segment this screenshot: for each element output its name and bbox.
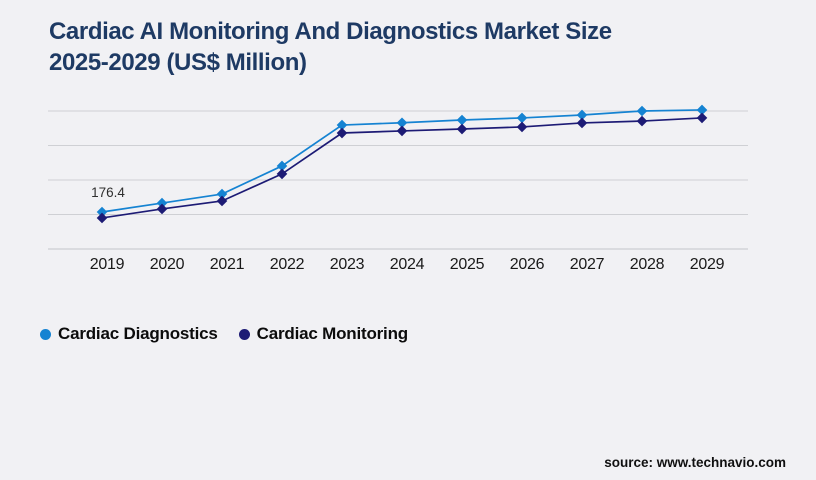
- data-point-marker-cardiac-diagnostics: [336, 119, 348, 131]
- legend-item-cardiac-diagnostics[interactable]: Cardiac Diagnostics: [40, 324, 218, 344]
- data-point-marker-cardiac-diagnostics: [576, 109, 588, 121]
- x-tick-label: 2022: [270, 256, 305, 273]
- data-point-marker-cardiac-diagnostics: [456, 114, 468, 126]
- line-chart-plot: 176.4 2019 2020 2021 2022 2023 2024 2025 2026 202…: [48, 104, 748, 273]
- x-tick-label: 2019: [90, 256, 125, 273]
- data-point-marker-cardiac-diagnostics: [636, 105, 648, 117]
- x-tick-label: 2027: [570, 256, 605, 273]
- data-point-marker-cardiac-monitoring: [456, 123, 468, 135]
- legend-dot-monitoring-icon: [238, 328, 250, 340]
- legend-label-diagnostics: Cardiac Diagnostics: [58, 324, 218, 343]
- data-point-marker-cardiac-monitoring: [696, 112, 708, 124]
- data-point-marker-cardiac-diagnostics: [96, 206, 108, 218]
- data-point-marker-cardiac-diagnostics: [276, 160, 288, 172]
- x-tick-label: 2021: [210, 256, 245, 273]
- data-point-marker-cardiac-monitoring: [636, 115, 648, 127]
- x-tick-label: 2029: [690, 256, 725, 273]
- data-point-marker-cardiac-monitoring: [396, 125, 408, 137]
- x-tick-label: 2025: [450, 256, 485, 273]
- legend: Cardiac Diagnostics Cardiac Monitoring: [40, 324, 408, 344]
- legend-dot-diagnostics-icon: [40, 328, 51, 340]
- data-point-marker-cardiac-diagnostics: [216, 188, 228, 200]
- data-point-marker-cardiac-monitoring: [216, 195, 228, 207]
- legend-item-cardiac-monitoring[interactable]: Cardiac Monitoring: [238, 324, 408, 344]
- x-tick-label: 2028: [630, 256, 665, 273]
- x-tick-label: 2020: [150, 256, 185, 273]
- data-point-marker-cardiac-diagnostics: [156, 197, 168, 209]
- data-point-marker-cardiac-monitoring: [576, 117, 588, 129]
- x-tick-label: 2023: [330, 256, 365, 273]
- data-point-marker-cardiac-monitoring: [156, 203, 168, 215]
- data-point-marker-cardiac-monitoring: [96, 212, 108, 224]
- data-point-marker-cardiac-monitoring: [516, 121, 528, 133]
- data-point-marker-cardiac-monitoring: [276, 168, 288, 180]
- legend-label-monitoring: Cardiac Monitoring: [256, 324, 408, 343]
- data-point-marker-cardiac-monitoring: [336, 127, 348, 139]
- data-point-label: 176.4: [91, 185, 125, 200]
- data-point-marker-cardiac-diagnostics: [396, 117, 408, 129]
- x-tick-label: 2024: [390, 256, 425, 273]
- source-attribution: source: www.technavio.com: [604, 455, 786, 470]
- x-tick-label: 2026: [510, 256, 545, 273]
- data-point-marker-cardiac-diagnostics: [516, 112, 528, 124]
- data-point-marker-cardiac-diagnostics: [696, 104, 708, 116]
- chart-title: Cardiac AI Monitoring And Diagnostics Ma…: [49, 16, 612, 78]
- chart-title-line2: 2025-2029 (US$ Million): [49, 49, 307, 76]
- chart-title-line1: Cardiac AI Monitoring And Diagnostics Ma…: [49, 18, 612, 45]
